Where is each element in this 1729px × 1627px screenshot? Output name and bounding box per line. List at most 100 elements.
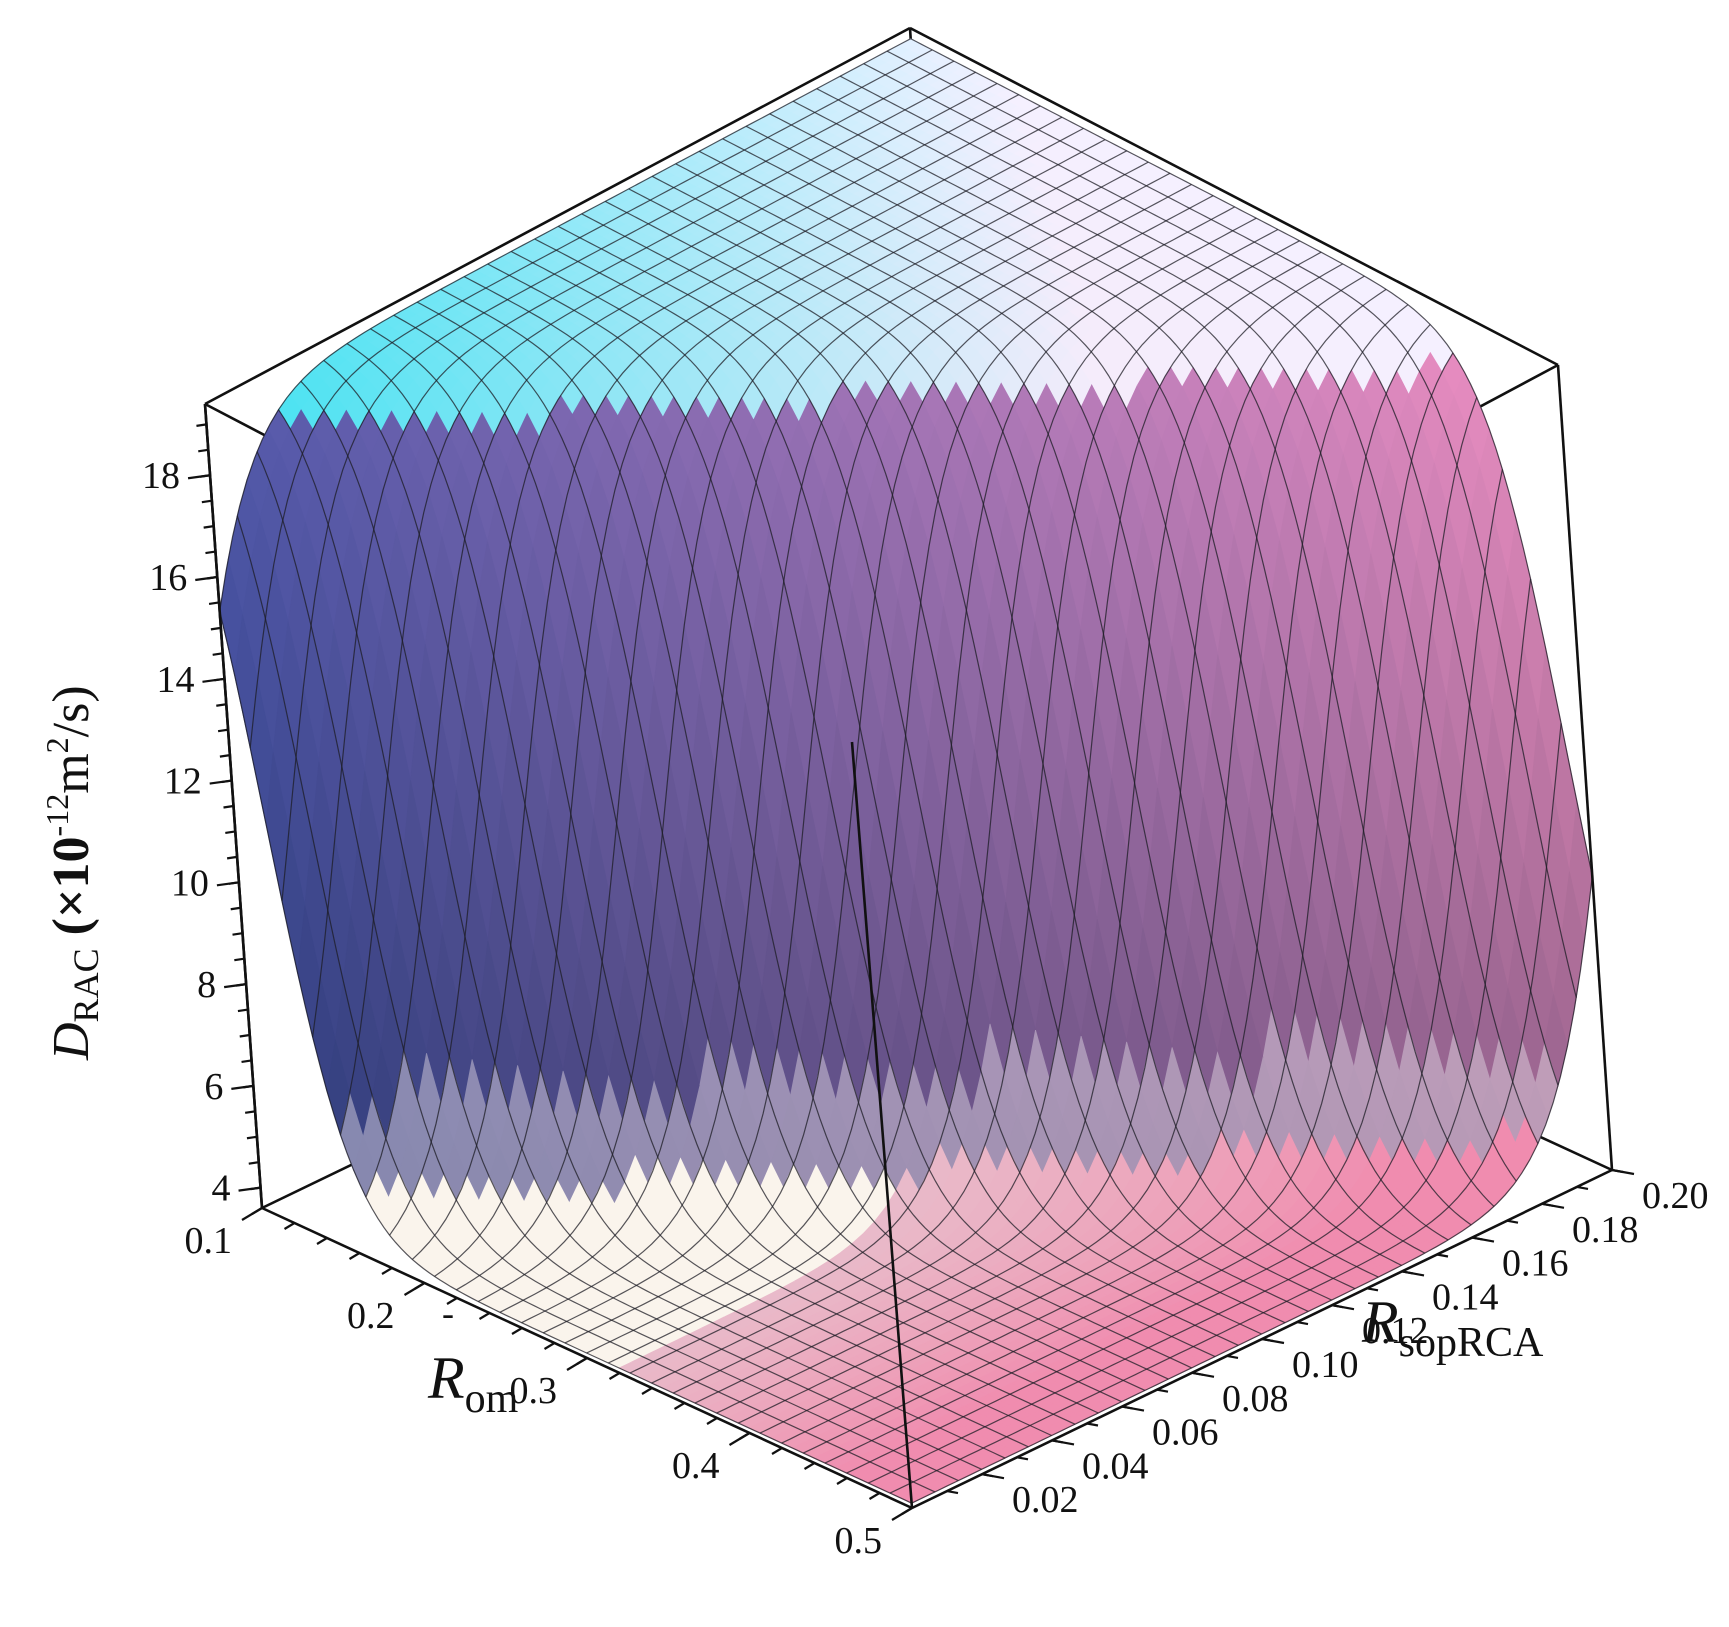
z-minor-tick [246,1135,258,1140]
z-minor-tick [210,626,222,631]
y-minor-tick [946,1490,959,1495]
y-axis-title: RsopRCA [1361,1289,1544,1366]
x-minor-tick [316,1237,328,1245]
y-minor-tick [1156,1388,1169,1393]
mesh-line-const-x [219,38,911,612]
y-minor-tick [981,1473,994,1478]
mesh-line-const-x [868,578,1532,1484]
tick-labels: 4 6 8 10 12 14 16 18 0.1 0.2 0.3 0.4 0.5 0.020.040.06… [142,455,1708,1562]
z-axis-title: DRAC (×10-12m2/s) [39,685,106,1061]
z-tick-label: 12 [164,761,202,803]
mesh-line-const-x [312,71,976,1037]
frame-edge-front [850,741,914,1509]
y-tick-label: 0.02 [1012,1479,1079,1521]
x-minor-tick [868,1492,881,1500]
mesh-line-const-x [411,116,1063,1260]
x-axis-title: Rom [427,1345,519,1422]
z-tick-label: 18 [142,455,180,497]
z-minor-tick [216,703,227,707]
x-minor-tick [381,1267,393,1275]
x-minor-tick [641,1387,653,1395]
z-minor-tick [248,1161,259,1165]
x-minor-tick [738,1432,751,1440]
y-tick-label: 0.14 [1432,1276,1499,1318]
x-minor-tick [608,1372,621,1380]
x-tick-label: 0.2 [347,1295,395,1337]
z-tick-label: 16 [149,557,187,599]
z-minor-tick [235,983,247,987]
frame-edge-back [909,26,1559,367]
y-tick-label: 0.04 [1082,1445,1149,1487]
mesh-line-const-x [456,139,1106,1291]
mesh-line-const-x [365,94,1019,1198]
x-axis-label-bar: - [442,1293,454,1333]
frame-edge-front [1556,364,1614,1171]
x-axis-label-sub: om [465,1376,519,1422]
y-tick-label: 0.08 [1222,1378,1289,1420]
y-minor-tick [1506,1219,1519,1224]
z-minor-tick [198,448,209,453]
y-minor-tick [1366,1287,1379,1292]
z-axis-unit-exp: -12 [39,794,75,837]
y-minor-tick [1401,1270,1414,1275]
z-minor-tick [241,1059,252,1064]
x-minor-tick [803,1462,816,1470]
mesh-line-const-x [803,352,1454,1454]
z-minor-tick [203,525,214,529]
z-minor-tick [207,575,218,580]
y-tick-label: 0.10 [1292,1344,1359,1386]
mesh-line-const-x [339,82,998,1136]
x-minor-tick [511,1327,523,1335]
mesh-line-const-x [824,397,1478,1464]
x-minor-tick [706,1417,718,1425]
mesh-line-const-x [477,150,1127,1303]
z-axis-unit-exp2: 2 [39,737,75,753]
y-tick-label: 0.12 [1362,1310,1429,1352]
x-minor-tick [673,1402,686,1410]
y-tick-label: 0.06 [1152,1412,1219,1454]
z-axis-label-sub: RAC [66,948,106,1022]
y-tick-label: 0.16 [1502,1243,1569,1285]
mesh-line-const-x [499,161,1149,1313]
mesh-line-const-x [564,195,1214,1344]
x-minor-tick [543,1342,556,1350]
y-minor-tick [1331,1304,1344,1309]
x-minor-tick [836,1477,848,1485]
x-tick-label: 0.1 [185,1220,233,1262]
z-minor-tick [208,601,220,606]
y-minor-tick [1226,1354,1239,1359]
y-minor-tick [1051,1439,1064,1444]
z-minor-tick [250,1186,261,1191]
z-minor-tick [230,906,241,911]
z-minor-tick [221,779,232,784]
mesh-line-const-x [694,263,1343,1404]
y-minor-tick [1191,1371,1204,1376]
y-minor-tick [1576,1185,1589,1190]
z-minor-tick [196,423,207,427]
y-axis-label-main: R [1361,1289,1399,1355]
z-minor-tick [205,550,216,555]
y-minor-tick [1541,1202,1554,1207]
z-minor-tick [219,754,231,758]
y-minor-tick [1121,1405,1134,1410]
mesh-line-const-x [759,304,1409,1434]
z-tick-label: 8 [197,964,216,1006]
z-minor-tick [226,855,238,860]
y-minor-tick [1016,1456,1029,1461]
x-tick-label: 0.3 [510,1370,558,1412]
mesh-line-const-x [434,127,1084,1277]
y-axis-label-sub: sopRCA [1399,1320,1544,1366]
z-tick-label: 10 [171,862,209,904]
z-minor-tick [217,728,229,733]
x-minor-tick [446,1297,458,1305]
surface-mesh [219,38,1593,1504]
z-minor-tick [223,804,234,809]
z-minor-tick [199,474,211,478]
x-minor-tick [576,1357,588,1365]
frame-edge-back [204,26,911,406]
y-minor-tick [1261,1337,1274,1343]
mesh-line-const-x [249,49,933,748]
tick-marks [187,423,1635,1521]
mesh-line-const-x [738,288,1387,1424]
